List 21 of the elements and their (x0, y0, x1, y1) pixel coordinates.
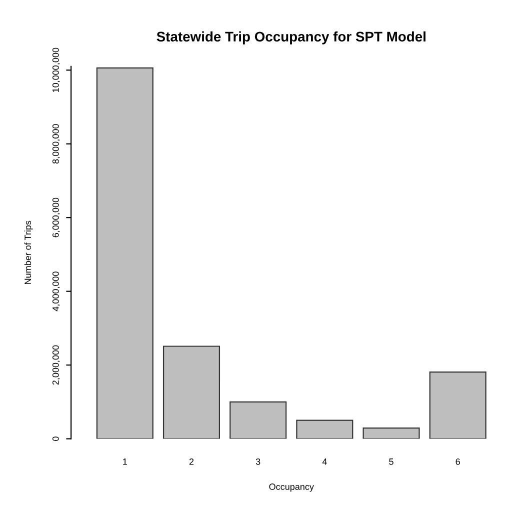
chart-title: Statewide Trip Occupancy for SPT Model (156, 31, 426, 44)
x-tick-label: 4 (322, 458, 327, 465)
y-tick-label: 10,000,000 (52, 48, 60, 92)
y-tick-label: 4,000,000 (52, 272, 60, 312)
bar (230, 401, 287, 439)
x-tick-label: 3 (256, 458, 260, 465)
x-tick-label: 1 (123, 458, 127, 465)
y-tick-label: 8,000,000 (52, 124, 60, 164)
y-axis-title: Number of Trips (24, 220, 33, 284)
bar (362, 428, 420, 439)
x-tick-label: 5 (389, 458, 394, 465)
bar (96, 67, 154, 439)
y-tick-label: 6,000,000 (52, 198, 60, 238)
bar (296, 420, 354, 439)
x-axis-title: Occupancy (269, 484, 314, 492)
x-tick-label: 2 (189, 458, 194, 465)
bar (429, 372, 486, 439)
y-tick-label: 0 (52, 436, 59, 441)
y-tick-label: 2,000,000 (52, 345, 60, 385)
bar (162, 346, 220, 439)
x-tick-label: 6 (456, 458, 460, 465)
